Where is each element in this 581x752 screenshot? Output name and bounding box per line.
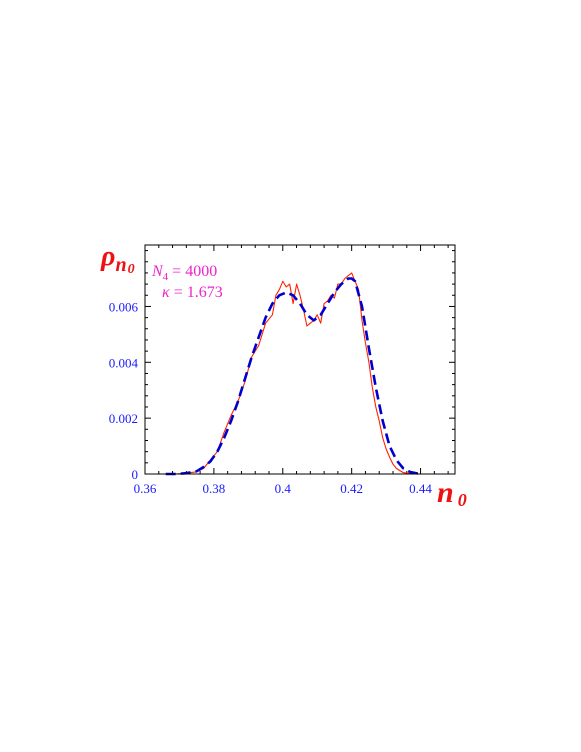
y-tick-label: 0.004 [109, 355, 139, 370]
annotation-n4: N4 = 4000 [151, 263, 217, 283]
x-tick-label: 0.38 [203, 481, 226, 496]
series-line-fit [165, 277, 421, 476]
annotation-kappa: κ = 1.673 [162, 284, 223, 301]
y-axis-label: ρn0 [100, 241, 135, 277]
y-tick-labels: 0 0.002 0.004 0.006 [109, 299, 139, 482]
plot-frame [144, 244, 456, 475]
x-tick-labels: 0.36 0.38 0.4 0.42 0.44 [134, 481, 433, 496]
y-tick-label: 0.002 [109, 411, 138, 426]
y-tick-label: 0.006 [109, 299, 139, 314]
series-line-data [165, 272, 421, 475]
y-tick-label: 0 [132, 467, 139, 482]
x-tick-label: 0.4 [275, 481, 292, 496]
x-tick-label: 0.44 [409, 481, 432, 496]
series-layer [165, 272, 421, 476]
x-tick-label: 0.42 [340, 481, 363, 496]
x-tick-label: 0.36 [134, 481, 157, 496]
